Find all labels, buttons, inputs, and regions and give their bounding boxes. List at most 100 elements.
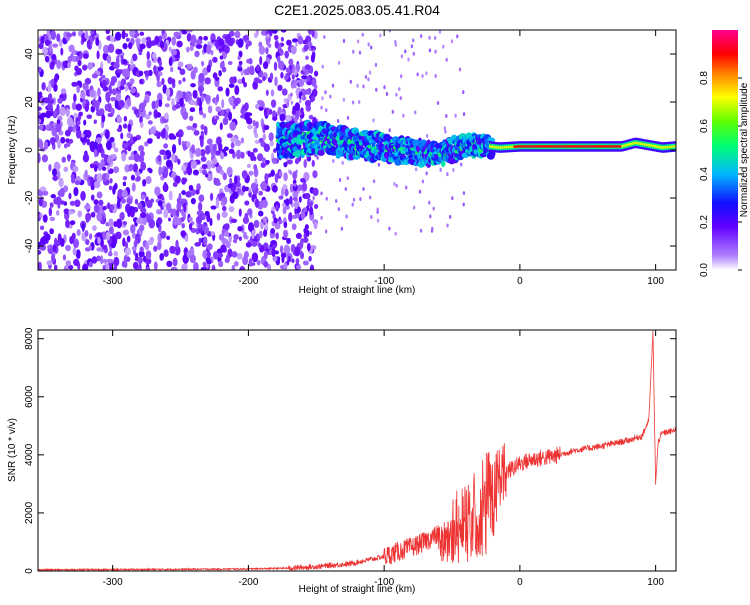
spectrogram-noise-cell [294, 213, 300, 219]
spectrogram-noise-cell [76, 51, 81, 56]
spectrogram-noise-cell [69, 200, 76, 206]
spectrogram-noise-cell [283, 262, 288, 270]
spectrogram-noise-cell [120, 132, 124, 140]
spectrogram-noise-cell [203, 35, 209, 41]
spectrogram-noise-cell [115, 231, 122, 240]
spectrogram-noise-cell [374, 62, 378, 67]
spectrogram-noise-cell [95, 110, 103, 117]
colorbar-tick-label: 0.4 [699, 167, 710, 181]
spectrogram-noise-cell [218, 69, 222, 77]
spectrogram-noise-cell [71, 31, 76, 37]
spectrogram-noise-cell [274, 39, 279, 49]
spectrogram-noise-cell [100, 159, 105, 167]
spectrogram-noise-cell [38, 197, 43, 207]
spectrogram-noise-cell [368, 70, 372, 75]
spectrogram-noise-cell [75, 128, 82, 139]
spectrogram-noise-cell [267, 173, 272, 178]
spectrogram-noise-cell [44, 233, 51, 241]
spectrogram-noise-cell [80, 91, 86, 99]
spectrogram-noise-cell [133, 239, 138, 248]
spectrogram-noise-cell [136, 218, 140, 224]
spectrogram-noise-cell [385, 92, 389, 97]
colorbar: 0.0 0.2 0.4 0.6 0.8 Normalized spectral ampl… [699, 30, 750, 277]
spectrogram-noise-cell [402, 113, 405, 118]
spectrogram-noise-cell [418, 189, 422, 194]
spectrogram-signal-cell [594, 145, 598, 148]
spectrogram-noise-cell [156, 132, 161, 140]
spectrogram-noise-cell [302, 39, 308, 45]
spectrogram-noise-cell [86, 39, 91, 49]
spectrogram-noise-cell [196, 96, 200, 106]
spectrogram-noise-cell [279, 113, 286, 122]
spectrogram-noise-cell [254, 198, 260, 209]
spectrogram-noise-cell [188, 216, 193, 222]
spectrogram-noise-cell [284, 74, 289, 81]
spectrogram-noise-cell [161, 30, 165, 36]
spectrogram-noise-cell [273, 217, 278, 224]
spectrogram-noise-cell [279, 245, 284, 254]
spectrogram-noise-cell [299, 118, 303, 123]
spectrogram-noise-cell [278, 195, 284, 200]
spectrogram-noise-cell [262, 216, 267, 223]
spectrogram-noise-cell [351, 100, 355, 105]
spectrogram-noise-cell [185, 141, 191, 149]
spectrogram-noise-cell [280, 30, 287, 33]
snr-x-tick-label: 0 [517, 577, 523, 588]
spectrogram-noise-cell [201, 224, 206, 232]
spectrogram-noise-cell [275, 204, 279, 211]
spectrogram-noise-cell [38, 118, 42, 124]
spectrogram-noise-cell [72, 247, 77, 256]
spectrogram-noise-cell [211, 264, 216, 270]
spectrogram-noise-cell [269, 72, 274, 81]
spectrogram-signal-cell [317, 149, 325, 156]
spectrogram-noise-cell [122, 237, 126, 247]
spectrogram-signal-cell [658, 145, 661, 149]
spectrogram-noise-cell [175, 239, 179, 250]
spectrogram-noise-cell [283, 221, 288, 229]
spectrogram-noise-cell [182, 111, 189, 120]
snr-y-ticks: 0 2000 4000 6000 8000 [24, 327, 676, 574]
spectrogram-noise-cell [115, 93, 122, 102]
spectrogram-noise-cell [136, 175, 141, 182]
spectrogram-noise-cell [38, 249, 42, 255]
spectrogram-noise-cell [87, 62, 93, 70]
spectrogram-noise-cell [77, 210, 83, 218]
spectrogram-signal-cell [584, 145, 588, 148]
spectrogram-y-tick-label: 40 [24, 48, 35, 60]
spectrogram-noise-cell [108, 84, 112, 93]
spectrogram-noise-cell [263, 143, 270, 153]
spectrogram-noise-cell [229, 177, 233, 185]
spectrogram-noise-cell [119, 85, 125, 90]
spectrogram-noise-cell [84, 77, 92, 85]
spectrogram-noise-cell [217, 86, 224, 92]
spectrogram-noise-cell [82, 153, 90, 163]
spectrogram-noise-cell [181, 190, 186, 196]
spectrogram-noise-cell [186, 63, 193, 70]
spectrogram-noise-cell [393, 181, 396, 186]
spectrogram-noise-cell [431, 226, 434, 231]
spectrogram-noise-cell [127, 145, 132, 152]
spectrogram-noise-cell [63, 166, 69, 172]
spectrogram-noise-cell [39, 212, 43, 219]
spectrogram-noise-cell [50, 30, 57, 41]
spectrogram-noise-cell [305, 55, 309, 61]
spectrogram-noise-cell [268, 132, 274, 142]
spectrogram-noise-cell [124, 85, 129, 92]
spectrogram-noise-cell [304, 88, 312, 95]
spectrogram-noise-cell [177, 158, 181, 165]
spectrogram-noise-cell [286, 39, 292, 46]
spectrogram-noise-cell [312, 170, 318, 179]
spectrogram-noise-cell [232, 191, 239, 200]
spectrogram-noise-cell [182, 143, 187, 151]
spectrogram-noise-cell [283, 244, 291, 255]
spectrogram-noise-cell [60, 136, 66, 144]
spectrogram-noise-cell [84, 204, 91, 210]
spectrogram-noise-cell [297, 184, 303, 191]
spectrogram-noise-cell [281, 254, 285, 264]
spectrogram-noise-cell [128, 163, 134, 171]
spectrogram-x-label: Height of straight line (km) [299, 285, 416, 296]
spectrogram-noise-cell [145, 266, 151, 270]
spectrogram-noise-cell [341, 160, 344, 165]
figure-title: C2E1.2025.083.05.41.R04 [274, 2, 440, 18]
spectrogram-noise-cell [97, 87, 101, 98]
